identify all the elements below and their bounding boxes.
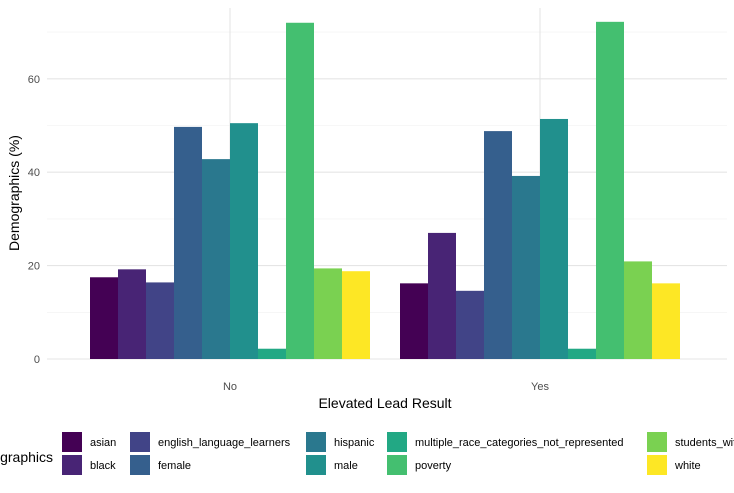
legend-item-black: black	[62, 455, 116, 475]
legend-item-female: female	[130, 455, 191, 475]
bar-multiple_race_categories_not_represented-yes	[568, 348, 596, 359]
y-axis-ticks: 0 20 40 60	[28, 74, 40, 366]
legend-label: english_language_learners	[158, 437, 291, 449]
y-axis-title: Demographics (%)	[6, 135, 22, 251]
legend-item-poverty: poverty	[387, 455, 452, 475]
bar-asian-no	[90, 277, 118, 359]
bar-hispanic-yes	[512, 175, 540, 359]
x-axis-ticks: No Yes	[223, 381, 549, 393]
legend-swatch	[62, 455, 82, 475]
legend-swatch	[647, 432, 667, 452]
bar-female-no	[174, 126, 202, 359]
legend-label: female	[158, 460, 191, 472]
legend-swatch	[306, 455, 326, 475]
bar-poverty-no	[286, 22, 314, 359]
legend-title: Demographics	[0, 449, 53, 465]
legend-swatch	[130, 432, 150, 452]
legend-swatch	[130, 455, 150, 475]
legend-item-male: male	[306, 455, 358, 475]
bar-white-no	[342, 271, 370, 359]
legend-swatch	[306, 432, 326, 452]
bar-students_with_disabilities-no	[314, 268, 342, 359]
y-tick-label: 20	[28, 261, 40, 273]
bar-poverty-yes	[596, 21, 624, 360]
bar-multiple_race_categories_not_represented-no	[258, 348, 286, 359]
legend-swatch	[387, 432, 407, 452]
bar-asian-yes	[400, 283, 428, 359]
legend-label: students_with_disabilities	[675, 437, 734, 449]
x-tick-label: No	[223, 381, 237, 393]
y-tick-label: 40	[28, 167, 40, 179]
legend-label: multiple_race_categories_not_represented	[415, 437, 624, 449]
legend-label: male	[334, 460, 358, 472]
legend-swatch	[647, 455, 667, 475]
legend-item-english_language_learners: english_language_learners	[130, 432, 291, 452]
legend-swatch	[62, 432, 82, 452]
legend-item-students_with_disabilities: students_with_disabilities	[647, 432, 734, 452]
legend-label: black	[90, 460, 116, 472]
bar-male-yes	[540, 118, 568, 359]
bar-students_with_disabilities-yes	[624, 261, 652, 359]
bar-black-yes	[428, 232, 456, 359]
bar-white-yes	[652, 283, 680, 359]
bars	[90, 21, 680, 360]
legend-label: hispanic	[334, 437, 375, 449]
bar-male-no	[230, 123, 258, 359]
legend: Demographics asian black english_language_…	[0, 432, 734, 475]
legend-item-multiple_race_categories_not_represented: multiple_race_categories_not_represented	[387, 432, 624, 452]
x-tick-label: Yes	[531, 381, 549, 393]
legend-swatch	[387, 455, 407, 475]
x-axis-title: Elevated Lead Result	[318, 395, 451, 411]
bar-english_language_learners-yes	[456, 290, 484, 359]
bar-black-no	[118, 269, 146, 359]
legend-item-hispanic: hispanic	[306, 432, 375, 452]
y-tick-label: 60	[28, 74, 40, 86]
bar-hispanic-no	[202, 159, 230, 359]
legend-item-asian: asian	[62, 432, 116, 452]
legend-item-white: white	[647, 455, 701, 475]
bar-english_language_learners-no	[146, 282, 174, 359]
y-tick-label: 0	[34, 354, 40, 366]
legend-label: poverty	[415, 460, 452, 472]
legend-label: asian	[90, 437, 116, 449]
bar-female-yes	[484, 131, 512, 359]
legend-label: white	[674, 460, 701, 472]
